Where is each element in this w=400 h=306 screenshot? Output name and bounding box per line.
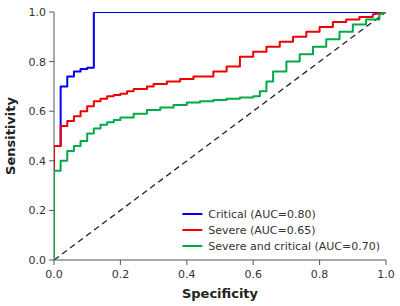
y-tick <box>49 210 54 211</box>
y-axis-label: Sensitivity <box>3 97 18 175</box>
x-tick-label: 1.0 <box>377 268 395 281</box>
legend-swatch <box>182 245 202 247</box>
roc-curve <box>54 12 386 260</box>
x-tick <box>386 260 387 265</box>
y-tick-label: 1.0 <box>29 6 47 19</box>
y-tick <box>49 12 54 13</box>
y-tick-label: 0.2 <box>29 204 47 217</box>
roc-curve <box>54 12 386 260</box>
y-tick <box>49 260 54 261</box>
y-tick <box>49 160 54 161</box>
x-axis-line <box>54 260 386 261</box>
roc-curve <box>54 12 386 260</box>
legend-label: Severe and critical (AUC=0.70) <box>208 240 380 253</box>
x-tick-label: 0.0 <box>45 268 63 281</box>
chart: 0.0 0.2 0.4 0.6 0.8 1.0 0.0 0.2 0.4 0.6 0.8 1.0 Spec… <box>0 0 400 306</box>
legend: Critical (AUC=0.80) Severe (AUC=0.65) Seve… <box>182 208 380 253</box>
axes: 0.0 0.2 0.4 0.6 0.8 1.0 0.0 0.2 0.4 0.6 0.8 1.0 <box>29 6 395 281</box>
x-tick <box>319 260 320 265</box>
x-tick-label: 0.6 <box>244 268 262 281</box>
legend-swatch <box>182 229 202 231</box>
x-tick-label: 0.8 <box>311 268 329 281</box>
y-tick-label: 0.0 <box>29 254 47 267</box>
x-axis-label: Specificity <box>182 286 259 301</box>
y-tick-label: 0.4 <box>29 155 47 168</box>
y-tick-label: 0.6 <box>29 105 47 118</box>
x-tick <box>253 260 254 265</box>
legend-swatch <box>182 213 202 215</box>
y-tick <box>49 61 54 62</box>
x-tick <box>54 260 55 265</box>
reference-line <box>54 12 386 260</box>
x-tick-label: 0.4 <box>178 268 196 281</box>
x-tick <box>120 260 121 265</box>
plot-lines <box>54 12 386 260</box>
x-tick-label: 0.2 <box>112 268 130 281</box>
y-tick <box>49 111 54 112</box>
y-tick-label: 0.8 <box>29 56 47 69</box>
legend-label: Critical (AUC=0.80) <box>208 208 316 221</box>
x-tick <box>186 260 187 265</box>
legend-label: Severe (AUC=0.65) <box>208 224 315 237</box>
